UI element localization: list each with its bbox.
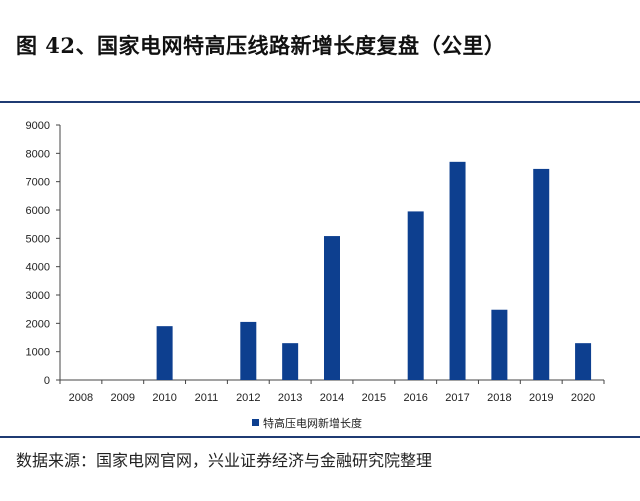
bar-2017 xyxy=(449,161,466,380)
x-tick-label: 2010 xyxy=(152,392,176,404)
y-tick-label: 3000 xyxy=(26,290,50,302)
bar-2013 xyxy=(282,343,299,380)
y-tick-label: 4000 xyxy=(26,262,50,274)
x-axis: 2008 2009 2010 2011 2012 2013 2014 2015 2016 2017… xyxy=(59,379,605,404)
x-tick-label: 2014 xyxy=(320,392,344,404)
y-tick-label: 9000 xyxy=(26,120,50,132)
y-tick-label: 6000 xyxy=(26,205,50,217)
bar-2010 xyxy=(156,326,173,380)
x-tick-label: 2013 xyxy=(278,392,302,404)
source-note: 数据来源：国家电网官网，兴业证券经济与金融研究院整理 xyxy=(16,451,433,470)
x-tick-label: 2015 xyxy=(362,392,386,404)
legend: 特高压电网新增长度 xyxy=(252,416,362,430)
x-tick-label: 2012 xyxy=(236,392,260,404)
top-rule xyxy=(0,101,640,103)
x-tick-label: 2019 xyxy=(529,392,553,404)
bar-2012 xyxy=(240,321,257,380)
y-tick-label: 0 xyxy=(44,375,50,387)
y-tick-label: 5000 xyxy=(26,233,50,245)
bottom-rule xyxy=(0,436,640,438)
bar-2019 xyxy=(533,168,550,380)
x-tick-label: 2016 xyxy=(403,392,427,404)
bar-series xyxy=(156,161,592,380)
x-tick-label: 2020 xyxy=(571,392,595,404)
y-axis: 0 1000 2000 3000 4000 5000 6000 7000 8000 9000 xyxy=(26,120,61,387)
x-tick-label: 2008 xyxy=(69,392,93,404)
bar-2016 xyxy=(407,211,424,380)
x-tick-label: 2018 xyxy=(487,392,511,404)
bar-2020 xyxy=(575,343,592,380)
y-tick-label: 7000 xyxy=(26,177,50,189)
bar-2018 xyxy=(491,309,508,380)
legend-label: 特高压电网新增长度 xyxy=(263,416,362,430)
x-tick-label: 2017 xyxy=(445,392,469,404)
x-tick-label: 2011 xyxy=(195,392,219,404)
x-tick-label: 2009 xyxy=(111,392,135,404)
figure-title: 图 42、国家电网特高压线路新增长度复盘（公里） xyxy=(16,33,506,58)
bar-2014 xyxy=(324,236,340,380)
y-tick-label: 8000 xyxy=(26,148,50,160)
y-tick-label: 2000 xyxy=(26,318,50,330)
bar-chart: 0 1000 2000 3000 4000 5000 6000 7000 8000 9000 20… xyxy=(26,120,605,430)
legend-swatch xyxy=(252,419,259,426)
y-tick-label: 1000 xyxy=(26,347,50,359)
